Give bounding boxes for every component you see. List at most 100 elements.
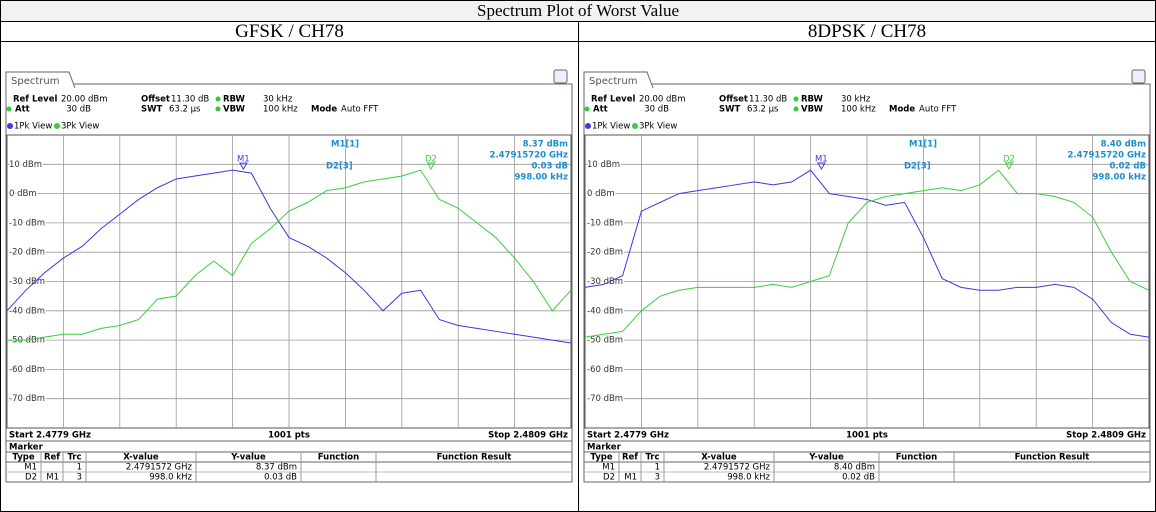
info-text: Function xyxy=(896,453,937,463)
info-text: 0.03 dB xyxy=(532,162,569,172)
info-text: SWT xyxy=(719,105,740,115)
y-tick-label: 0 dBm xyxy=(9,189,37,199)
menu-icon[interactable] xyxy=(1131,69,1146,84)
marker xyxy=(426,162,436,170)
marker-table xyxy=(5,451,573,483)
info-text: 0.02 dB xyxy=(842,473,875,483)
info-text: D2[3] xyxy=(326,162,353,172)
info-text: Y-value xyxy=(808,453,844,463)
info-text: 100 kHz xyxy=(263,105,298,115)
spectrum-screen: Spectrum Ref Level 20.00 dBm Offset 11.30 dB… xyxy=(583,69,1151,483)
info-text: 100 kHz xyxy=(841,105,876,115)
info-text: VBW xyxy=(223,105,246,115)
table-title: Spectrum Plot of Worst Value xyxy=(0,0,1156,22)
info-text: SWT xyxy=(141,105,162,115)
info-text: Marker xyxy=(9,443,44,453)
info-text: X-value xyxy=(701,453,737,463)
marker xyxy=(238,162,248,171)
info-text: 30 kHz xyxy=(263,95,293,105)
marker xyxy=(816,162,826,170)
info-text: M1 xyxy=(624,473,637,483)
dot xyxy=(215,106,221,112)
info-text: Ref xyxy=(622,453,638,463)
info-text: Ref Level xyxy=(591,95,635,105)
info-text: Function Result xyxy=(437,453,512,463)
info-text: 998.00 kHz xyxy=(1093,173,1147,183)
tab xyxy=(5,71,76,89)
info-text: D2[3] xyxy=(904,162,931,172)
marker-label: M1 xyxy=(815,154,828,164)
info-text: 3 xyxy=(77,473,82,483)
info-text: 2.4791572 GHz xyxy=(126,463,193,473)
info-text: M1[1] xyxy=(331,140,359,150)
y-tick-label: 10 dBm xyxy=(587,160,620,170)
info-text: Stop 2.4809 GHz xyxy=(1066,431,1146,441)
info-text: Auto FFT xyxy=(919,105,957,115)
info-text: Start 2.4779 GHz xyxy=(9,431,91,441)
info-text: 3 xyxy=(655,473,660,483)
info-text: 20.00 dBm xyxy=(639,95,686,105)
info-text: D2 xyxy=(603,473,615,483)
info-text: 30 kHz xyxy=(841,95,871,105)
info-text: 998.0 kHz xyxy=(149,473,192,483)
dot xyxy=(793,106,799,112)
y-tick-label: -50 dBm xyxy=(9,336,45,346)
y-tick-label: -40 dBm xyxy=(587,306,623,316)
info-text: 63.2 µs xyxy=(747,105,779,115)
tab xyxy=(583,71,654,89)
legend-dot xyxy=(54,123,60,129)
marker-label: D2 xyxy=(1003,154,1015,164)
y-tick-label: -70 dBm xyxy=(9,394,45,404)
info-text: 1001 pts xyxy=(268,431,310,441)
info-text: 63.2 µs xyxy=(169,105,201,115)
marker-table xyxy=(583,451,1151,483)
cell: Spectrum Ref Level 20.00 dBm Offset 11.30 dB… xyxy=(578,42,1156,512)
info-text: 998.0 kHz xyxy=(727,473,770,483)
y-tick-label: -70 dBm xyxy=(587,394,623,404)
dot xyxy=(584,106,590,112)
trace xyxy=(6,169,572,344)
info-text: M1 xyxy=(24,463,37,473)
info-text: X-value xyxy=(123,453,159,463)
info-text: Marker xyxy=(587,443,622,453)
column-heading: GFSK / CH78 xyxy=(0,21,579,42)
info-text: 30 dB xyxy=(644,105,669,115)
y-tick-label: -20 dBm xyxy=(587,248,623,258)
trace xyxy=(7,169,572,341)
info-text: VBW xyxy=(801,105,824,115)
menu-icon[interactable] xyxy=(553,69,568,84)
info-text: Ref xyxy=(44,453,60,463)
info-text: Trc xyxy=(645,453,659,463)
info-text: 8.37 dBm xyxy=(523,140,568,150)
legend-dot xyxy=(7,123,13,129)
trace xyxy=(584,169,1150,338)
info-text: Ref Level xyxy=(13,95,57,105)
info-text: D2 xyxy=(25,473,37,483)
info-text: RBW xyxy=(801,95,824,105)
marker-label: M1 xyxy=(237,155,250,165)
info-text: Att xyxy=(15,105,30,115)
info-text: Y-value xyxy=(230,453,266,463)
info-text: Type xyxy=(590,453,612,463)
info-text: M1 xyxy=(602,463,615,473)
info-text: 2.47915720 GHz xyxy=(490,151,569,161)
y-tick-label: -60 dBm xyxy=(587,365,623,375)
info-text: 8.37 dBm xyxy=(256,463,297,473)
legend-label: 1Pk View xyxy=(14,122,52,132)
info-text: 0.02 dB xyxy=(1110,162,1147,172)
info-text: M1[1] xyxy=(909,140,937,150)
cell: Spectrum Ref Level 20.00 dBm Offset 11.30 dB… xyxy=(0,42,579,512)
legend-label: 3Pk View xyxy=(61,122,99,132)
info-text: 11.30 dB xyxy=(171,95,209,105)
info-text: Type xyxy=(12,453,34,463)
info-text: Mode xyxy=(889,105,915,115)
info-text: Function xyxy=(318,453,359,463)
info-text: RBW xyxy=(223,95,246,105)
y-tick-label: -40 dBm xyxy=(9,306,45,316)
dot xyxy=(6,106,12,112)
y-tick-label: -50 dBm xyxy=(587,336,623,346)
info-text: Offset xyxy=(141,95,170,105)
info-text: Stop 2.4809 GHz xyxy=(488,431,568,441)
y-tick-label: -30 dBm xyxy=(9,277,45,287)
